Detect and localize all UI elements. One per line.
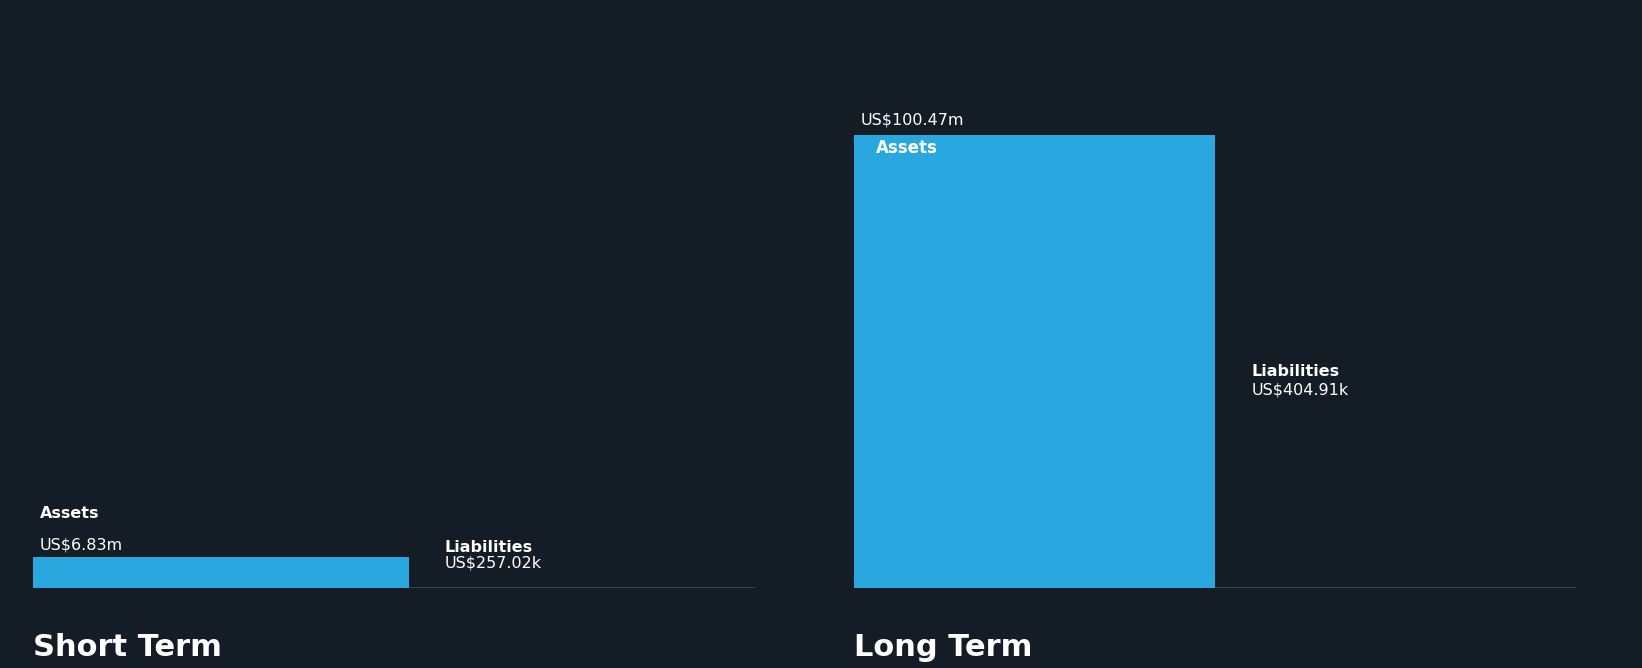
Bar [33,557,409,588]
Text: Assets: Assets [875,140,938,157]
Bar [854,135,1215,588]
Text: Liabilities: Liabilities [1251,365,1340,379]
Text: US$100.47m: US$100.47m [860,113,964,128]
Text: Liabilities: Liabilities [445,540,532,555]
Text: Short Term: Short Term [33,633,222,662]
Text: US$404.91k: US$404.91k [1251,383,1348,397]
Text: Long Term: Long Term [854,633,1033,662]
Text: US$257.02k: US$257.02k [445,556,542,571]
Text: US$6.83m: US$6.83m [39,538,123,552]
Text: Assets: Assets [39,506,100,521]
